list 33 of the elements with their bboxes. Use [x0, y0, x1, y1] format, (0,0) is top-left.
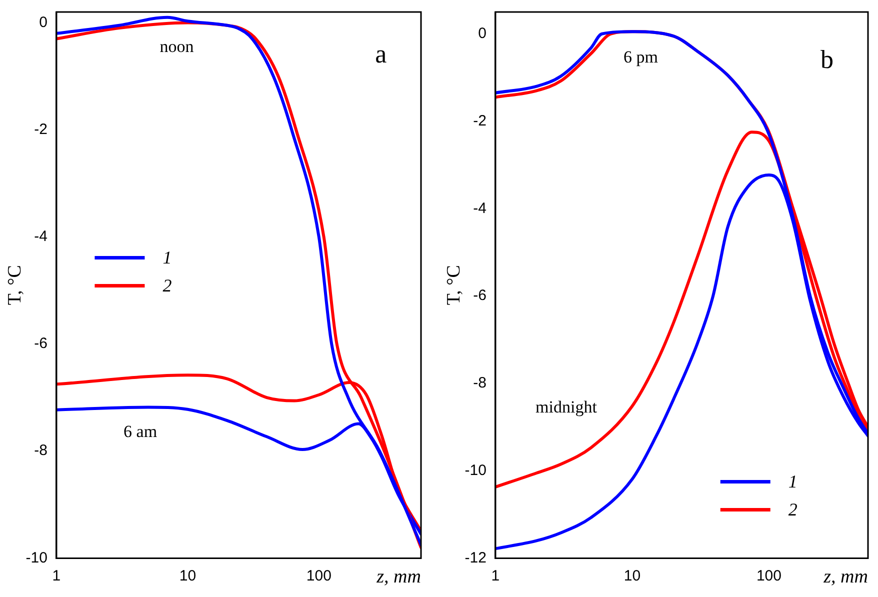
y-tick-label: -4 — [34, 228, 48, 246]
legend-label: 2 — [788, 499, 798, 520]
x-tick-label: 1 — [52, 567, 61, 584]
x-axis-title: z, mm — [376, 566, 421, 588]
annotation: 6 pm — [624, 47, 658, 66]
y-tick-label: 0 — [478, 24, 486, 42]
y-tick-label: -10 — [464, 462, 486, 479]
y-tick-label: -6 — [34, 335, 48, 352]
x-tick-label: 100 — [306, 567, 332, 584]
annotation: 6 am — [124, 422, 158, 442]
annotation: noon — [160, 36, 194, 56]
y-axis-title: T, °C — [4, 265, 26, 306]
y-tick-label: 0 — [39, 14, 48, 31]
y-axis-title: T, °C — [443, 265, 464, 306]
annotation: a — [375, 40, 388, 69]
x-tick-label: 10 — [624, 567, 641, 584]
annotation: midnight — [536, 397, 598, 416]
legend-label: 1 — [788, 471, 798, 492]
x-tick-label: 100 — [756, 567, 782, 584]
y-tick-label: -8 — [34, 442, 48, 460]
legend-label: 1 — [162, 248, 172, 268]
y-tick-label: -4 — [473, 200, 486, 217]
x-tick-label: 10 — [179, 567, 196, 584]
legend-label: 2 — [162, 276, 172, 296]
x-axis-title: z, mm — [822, 566, 868, 588]
y-tick-label: -10 — [26, 549, 48, 566]
y-tick-label: -2 — [473, 112, 486, 130]
y-tick-label: -8 — [473, 374, 486, 392]
annotation: b — [820, 44, 834, 74]
y-tick-label: -2 — [34, 120, 48, 138]
x-tick-label: 1 — [491, 567, 500, 584]
y-tick-label: -6 — [473, 287, 486, 304]
y-tick-label: -12 — [464, 549, 486, 566]
